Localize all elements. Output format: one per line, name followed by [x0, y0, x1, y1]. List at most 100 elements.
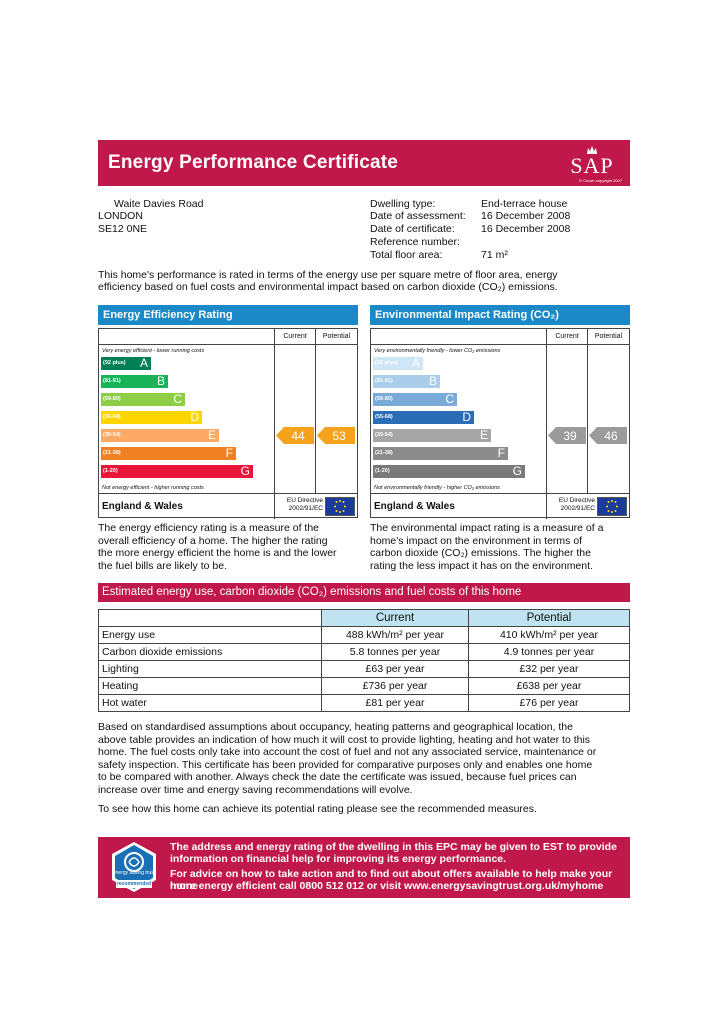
row-current: £736 per year: [321, 677, 469, 695]
eu-flag-icon: [597, 497, 627, 516]
band-letter: C: [445, 392, 454, 406]
detail-label-dwelling-type: Dwelling type:: [370, 198, 436, 210]
band-letter: D: [462, 410, 471, 424]
divider: [99, 344, 357, 345]
description-line: the fuel bills are likely to be.: [98, 559, 227, 572]
intro-line-1: This home's performance is rated in term…: [98, 269, 558, 281]
logo-trust-text: trust: [145, 870, 156, 876]
footer-line-3: For advice on how to take action and to …: [170, 868, 613, 892]
rating-value: 44: [291, 429, 305, 443]
band-range: (92 plus): [375, 360, 398, 366]
table-row: Carbon dioxide emissions 5.8 tonnes per …: [98, 643, 630, 661]
detail-label-reference-number: Reference number:: [370, 236, 460, 248]
band-d: (55-68) D: [373, 410, 474, 424]
column-potential: Potential: [322, 333, 351, 340]
energy-bands: (92 plus) A (81-91) B (69-80) C (55-68) D (39-54…: [101, 356, 273, 483]
band-range: (21-38): [103, 450, 121, 456]
detail-label-certificate-date: Date of certificate:: [370, 223, 455, 235]
environmental-impact-chart: Current Potential Very environmentally f…: [370, 328, 630, 519]
band-letter: A: [139, 356, 148, 370]
potential-rating-arrow: 53: [317, 427, 355, 449]
detail-value-floor-area: 71 m²: [481, 249, 508, 261]
energy-efficiency-description: The energy efficiency rating is a measur…: [98, 522, 360, 572]
crown-icon: [587, 146, 597, 154]
row-current: 5.8 tonnes per year: [321, 643, 469, 661]
table-header-blank: [98, 609, 322, 627]
divider: [371, 344, 629, 345]
recommended-measures-note: To see how this home can achieve its pot…: [98, 803, 537, 815]
row-label: Energy use: [98, 626, 322, 644]
description-line: carbon dioxide (CO₂) emissions. The high…: [370, 547, 591, 559]
bottom-note: Not environmentally friendly - higher CO…: [374, 485, 500, 491]
band-letter: E: [207, 428, 216, 442]
band-range: (81-91): [103, 378, 121, 384]
eu-directive-code: 2002/91/EC: [288, 505, 323, 512]
band-range: (39-54): [375, 432, 393, 438]
band-range: (69-80): [103, 396, 121, 402]
paragraph-line: Based on standardised assumptions about …: [98, 721, 573, 733]
band-letter: E: [479, 428, 488, 442]
row-potential: £638 per year: [468, 677, 630, 695]
column-potential: Potential: [594, 333, 623, 340]
band-d: (55-68) D: [101, 410, 202, 424]
footer-line-1: The address and energy rating of the dwe…: [170, 841, 617, 853]
row-potential: 410 kWh/m² per year: [468, 626, 630, 644]
description-line: the more energy efficient the home is an…: [98, 547, 337, 559]
assumptions-paragraph: Based on standardised assumptions about …: [98, 721, 638, 796]
intro-line-2: efficiency based on fuel costs and envir…: [98, 281, 558, 293]
current-rating-arrow: 44: [276, 427, 314, 449]
band-range: (21-38): [375, 450, 393, 456]
potential-rating-arrow: 46: [589, 427, 627, 449]
table-header-current: Current: [321, 609, 469, 627]
eu-directive: EU Directive 2002/91/EC: [277, 497, 323, 513]
band-f: (21-38) F: [373, 446, 508, 460]
row-potential: £76 per year: [468, 694, 630, 712]
detail-value-assessment-date: 16 December 2008: [481, 210, 571, 222]
divider: [371, 493, 629, 494]
band-letter: B: [428, 374, 437, 388]
table-row: Lighting £63 per year £32 per year: [98, 660, 630, 678]
address-line-2: LONDON: [98, 210, 143, 222]
band-b: (81-91) B: [101, 374, 168, 388]
divider: [315, 329, 316, 493]
logo-name-text: energy saving: [112, 870, 144, 876]
top-note: Very energy efficient - lower running co…: [102, 348, 205, 354]
eu-directive-label: EU Directive: [286, 497, 323, 504]
description-line: overall efficiency of a home. The higher…: [98, 534, 328, 547]
energy-efficiency-title: Energy Efficiency Rating: [98, 305, 358, 325]
row-current: £81 per year: [321, 694, 469, 712]
region-label: England & Wales: [102, 501, 183, 512]
eu-directive-code: 2002/91/EC: [560, 505, 595, 512]
band-range: (92 plus): [103, 360, 126, 366]
energy-saving-trust-icon: [112, 842, 156, 892]
row-current: 488 kWh/m² per year: [321, 626, 469, 644]
eu-directive-label: EU Directive: [558, 497, 595, 504]
rating-arrow-shape: 46: [589, 427, 627, 444]
footer-line-4: more energy efficient call 0800 512 012 …: [170, 880, 604, 892]
band-a: (92 plus) A: [373, 356, 423, 370]
energy-saving-trust-logo: energy saving trust recommended: [106, 840, 162, 896]
row-label: Hot water: [98, 694, 322, 712]
rating-value: 53: [332, 429, 346, 443]
footer-banner: energy saving trust recommended The addr…: [98, 837, 630, 898]
description-line: The environmental impact rating is a mea…: [370, 522, 604, 534]
certificate-header: Energy Performance Certificate SAP © Cro…: [98, 140, 630, 186]
row-label: Lighting: [98, 660, 322, 678]
top-note: Very environmentally friendly - lower CO…: [374, 348, 501, 354]
band-e: (39-54) E: [373, 428, 491, 442]
detail-label-assessment-date: Date of assessment:: [370, 210, 466, 222]
rating-arrow-shape: 44: [276, 427, 314, 444]
environmental-impact-panel: Environmental Impact Rating (CO₂) Curren…: [370, 305, 630, 519]
band-g: (1-20) G: [101, 464, 253, 478]
description-line: home's impact on the environment in term…: [370, 534, 583, 547]
row-label: Heating: [98, 677, 322, 695]
detail-value-dwelling-type: End-terrace house: [481, 198, 568, 210]
paragraph-line: increase over time and energy saving rec…: [98, 783, 413, 796]
band-range: (55-68): [375, 414, 393, 420]
row-potential: 4.9 tonnes per year: [468, 643, 630, 661]
row-potential: £32 per year: [468, 660, 630, 678]
band-range: (1-20): [375, 468, 390, 474]
rating-arrow-shape: 39: [548, 427, 586, 444]
description-line: rating the less impact it has on the env…: [370, 559, 593, 572]
rating-value: 39: [563, 429, 577, 443]
